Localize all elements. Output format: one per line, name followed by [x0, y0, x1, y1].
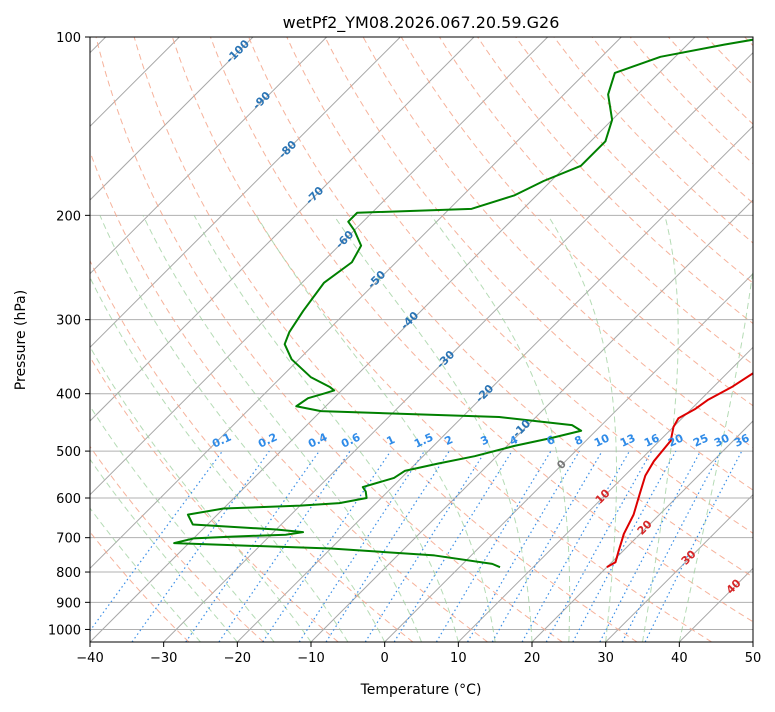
- moist-adiabat: [194, 215, 458, 642]
- x-tick-label: −40: [76, 651, 103, 666]
- dry-adiabat: [20, 37, 413, 642]
- isotherm-line: [0, 37, 327, 642]
- x-tick-label: −30: [150, 651, 177, 666]
- x-tick-label: 40: [671, 651, 688, 666]
- isotherm-line: [237, 37, 775, 642]
- y-tick-label: 200: [56, 209, 81, 224]
- mixing-ratio-line: [522, 451, 629, 642]
- mixing-ratio-label: 20: [666, 431, 686, 449]
- isotherm-label: -20: [473, 382, 496, 405]
- dry-adiabat: [668, 37, 775, 642]
- y-tick-label: 500: [56, 445, 81, 460]
- x-tick-label: 0: [381, 651, 389, 666]
- mixing-ratio-line: [600, 451, 701, 642]
- y-tick-label: 300: [56, 314, 81, 329]
- isotherm-line: [16, 37, 621, 642]
- mixing-ratio-label: 36: [732, 431, 752, 449]
- mixing-ratio-label: 13: [618, 431, 637, 449]
- moist-adiabat: [334, 215, 532, 642]
- mixing-ratio-label: 6: [545, 433, 558, 448]
- isotherm-line: [0, 37, 400, 642]
- dry-adiabat: [0, 37, 264, 642]
- moist-adiabat: [0, 215, 201, 642]
- moist-adiabat: [0, 215, 237, 642]
- isotherm-line: [90, 37, 695, 642]
- dry-adiabat: [58, 37, 488, 642]
- y-tick-label: 700: [56, 532, 81, 547]
- isotherm-line: [753, 37, 775, 642]
- x-tick-label: 30: [597, 651, 614, 666]
- dry-adiabat: [707, 37, 775, 642]
- mixing-ratio-label: 1: [385, 433, 397, 448]
- mixing-ratio-label: 8: [573, 433, 585, 448]
- chart-title: wetPf2_YM08.2026.067.20.59.G26: [283, 13, 560, 33]
- y-tick-label: 900: [56, 596, 81, 611]
- dewpoint-profile-line: [174, 37, 769, 567]
- plot-area: [0, 37, 775, 642]
- isotherm-label: -90: [250, 89, 273, 112]
- isotherm-label: -50: [365, 268, 388, 291]
- mixing-ratio-line: [645, 451, 742, 642]
- isotherm-line: [679, 37, 775, 642]
- mixing-ratio-label: 16: [642, 431, 662, 449]
- y-tick-label: 400: [56, 388, 81, 403]
- mixing-ratio-label: 30: [712, 431, 732, 449]
- y-tick-label: 100: [56, 31, 81, 46]
- y-tick-label: 800: [56, 566, 81, 581]
- isotherm-label: -40: [398, 309, 421, 332]
- isotherm-label: 30: [679, 547, 699, 567]
- y-tick-label: 1000: [48, 623, 81, 638]
- dry-adiabat: [439, 37, 775, 642]
- mixing-ratio-line: [82, 451, 223, 642]
- y-tick-label: 600: [56, 492, 81, 507]
- mixing-ratio-line: [394, 451, 512, 642]
- mixing-ratio-line: [468, 451, 580, 642]
- mixing-ratio-label: 0.6: [339, 430, 362, 450]
- mixing-ratio-label: 0.1: [210, 431, 233, 451]
- mixing-ratio-line: [365, 451, 485, 642]
- dry-adiabat: [516, 37, 775, 642]
- isotherm-line: [385, 37, 775, 642]
- isotherm-label: 20: [635, 517, 655, 537]
- dry-adiabat: [745, 37, 775, 642]
- mixing-ratio-line: [299, 451, 424, 642]
- mixing-ratio-label: 25: [691, 431, 710, 449]
- isotherm-line: [0, 37, 253, 642]
- mixing-ratio-line: [573, 451, 676, 642]
- label-layer: -100-90-80-70-60-50-40-30-20-10010203040…: [210, 37, 752, 597]
- mixing-ratio-label: 2: [443, 433, 455, 448]
- dry-adiabat: [554, 37, 775, 642]
- y-axis-label: Pressure (hPa): [13, 290, 29, 390]
- x-tick-label: 10: [450, 651, 467, 666]
- x-tick-label: −20: [224, 651, 251, 666]
- x-axis-label: Temperature (°C): [360, 682, 482, 698]
- mixing-ratio-label: 0.4: [306, 430, 329, 450]
- x-tick-label: −10: [297, 651, 324, 666]
- isotherm-line: [458, 37, 775, 642]
- isotherm-label: 10: [593, 486, 613, 506]
- mixing-ratio-label: 10: [592, 431, 612, 449]
- mixing-ratio-label: 0.2: [256, 431, 279, 451]
- isotherm-label: 40: [724, 576, 744, 596]
- x-tick-label: 20: [524, 651, 541, 666]
- x-tick-label: 50: [745, 651, 762, 666]
- isotherm-line: [0, 37, 474, 642]
- plot-frame: [90, 37, 753, 642]
